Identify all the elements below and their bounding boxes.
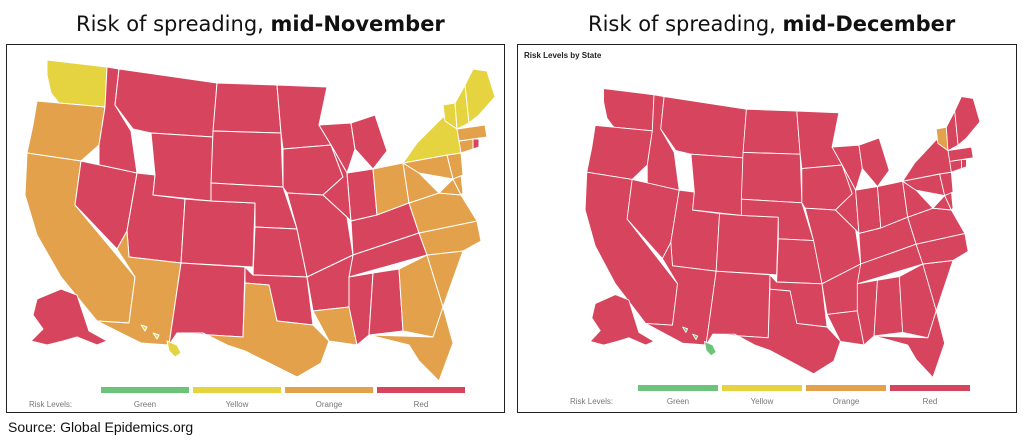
state-florida (873, 310, 946, 378)
left-title-bold: mid-November (270, 12, 445, 36)
source-note: Source: Global Epidemics.org (8, 419, 194, 435)
state-arizona (96, 230, 182, 346)
state-south-dakota (740, 151, 803, 204)
state-mississippi (856, 279, 878, 346)
state-michigan (858, 137, 890, 188)
state-alaska (30, 288, 108, 346)
state-rhode-island (472, 138, 480, 150)
state-hawaii (682, 326, 717, 357)
december-us-map (584, 88, 981, 378)
state-indiana (346, 168, 378, 222)
state-wyoming (690, 153, 744, 216)
state-alabama (873, 276, 904, 337)
state-mississippi (348, 272, 374, 346)
left-map-title: Risk of spreading, mid-November (76, 12, 445, 36)
state-maine (954, 96, 981, 146)
state-maine (464, 68, 496, 124)
state-arizona (645, 241, 717, 346)
state-wisconsin (831, 144, 863, 191)
state-south-dakota (210, 130, 284, 188)
state-massachusetts (947, 146, 974, 162)
panel-label: Risk Levels by State (524, 51, 602, 60)
state-washington (603, 88, 655, 132)
state-washington (46, 59, 108, 108)
state-north-dakota (742, 108, 801, 155)
right-title-bold: mid-December (782, 12, 956, 36)
state-texas (712, 288, 841, 375)
state-alaska (589, 294, 655, 346)
state-wisconsin (318, 122, 356, 174)
state-florida (368, 306, 454, 382)
november-map-panel: Risk Levels: Green Yellow Orange Red (6, 44, 505, 413)
state-michigan (350, 114, 388, 170)
state-oregon (586, 124, 653, 180)
state-north-dakota (212, 82, 282, 134)
left-title-prefix: Risk of spreading, (76, 12, 271, 36)
state-wyoming (150, 132, 214, 202)
state-colorado (180, 198, 256, 268)
right-map-title: Risk of spreading, mid-December (588, 12, 955, 36)
right-title-prefix: Risk of spreading, (588, 12, 783, 36)
state-minnesota (796, 110, 843, 170)
state-indiana (855, 186, 882, 234)
state-alabama (368, 268, 404, 336)
december-map-panel: Risk Levels by State (517, 44, 1017, 413)
state-massachusetts (456, 124, 488, 142)
state-oregon (26, 100, 106, 162)
state-minnesota (276, 84, 332, 150)
state-hawaii (140, 324, 182, 358)
state-texas (176, 282, 330, 378)
state-rhode-island (961, 159, 967, 170)
november-us-map (24, 59, 496, 382)
state-montana (660, 96, 747, 159)
state-colorado (715, 213, 779, 276)
state-montana (114, 68, 218, 138)
